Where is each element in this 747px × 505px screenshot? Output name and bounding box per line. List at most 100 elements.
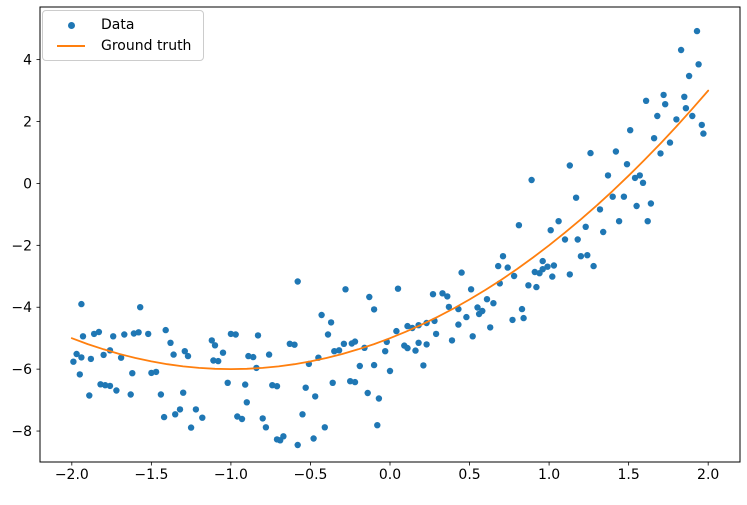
scatter-point (515, 222, 523, 229)
scatter-point (294, 441, 301, 449)
scatter-point (273, 383, 281, 390)
scatter-point (356, 362, 363, 370)
scatter-point (167, 339, 174, 346)
scatter-point (265, 351, 273, 358)
scatter-point (370, 306, 378, 313)
scatter-point (375, 395, 383, 402)
scatter-point (600, 228, 607, 236)
scatter-point (584, 252, 591, 259)
scatter-point (689, 112, 696, 120)
scatter-point (510, 272, 518, 280)
legend-label-ground-truth: Ground truth (101, 38, 192, 55)
scatter-point (79, 333, 87, 340)
legend-item-ground-truth: Ground truth (55, 38, 191, 54)
scatter-point (549, 273, 556, 280)
scatter-point (234, 413, 241, 420)
x-tick-label: −1.0 (214, 467, 248, 483)
scatter-point (102, 382, 109, 389)
scatter-point (78, 354, 85, 361)
scatter-point (509, 316, 516, 324)
x-tick-label: 1.0 (538, 467, 560, 483)
scatter-point (518, 305, 526, 313)
scatter-point (364, 389, 371, 397)
scatter-point (162, 326, 169, 334)
scatter-point (499, 253, 507, 260)
scatter-point (321, 424, 328, 431)
scatter-point (693, 27, 701, 35)
y-tick-label: 0 (23, 176, 32, 192)
scatter-point (243, 399, 250, 406)
legend-swatch (55, 21, 87, 29)
scatter-point (90, 330, 98, 338)
scatter-point (312, 393, 319, 400)
scatter-point (157, 391, 165, 398)
scatter-point (299, 411, 306, 418)
scatter-point (612, 148, 620, 155)
scatter-point (415, 339, 422, 346)
scatter-point (329, 379, 336, 386)
scatter-point (215, 357, 222, 365)
scatter-point (318, 311, 325, 319)
scatter-point (302, 384, 309, 391)
scatter-point (587, 149, 594, 157)
scatter-point (342, 286, 349, 293)
scatter-point (490, 300, 497, 307)
scatter-point (445, 303, 453, 311)
scatter-point (666, 139, 674, 146)
scatter-point (340, 340, 348, 347)
y-tick-label: −4 (11, 300, 32, 316)
scatter-point (604, 172, 612, 179)
scatter-point (404, 344, 411, 352)
scatter-point (596, 206, 604, 213)
scatter-point (455, 321, 462, 328)
scatter-point (458, 269, 465, 276)
scatter-point (483, 296, 491, 303)
scatter-point (533, 283, 540, 291)
scatter-point (394, 285, 402, 292)
scatter-point (370, 361, 378, 369)
scatter-point (467, 286, 475, 293)
scatter-point (520, 314, 527, 322)
scatter-point (698, 121, 705, 129)
scatter-marker-icon (67, 21, 75, 29)
scatter-point (547, 227, 554, 234)
scatter-point (110, 333, 117, 340)
scatter-point (660, 91, 667, 99)
scatter-point (469, 333, 476, 340)
scatter-point (262, 424, 270, 431)
scatter-point (474, 304, 481, 311)
scatter-point (87, 355, 95, 363)
scatter-point (145, 330, 152, 338)
scatter-point (639, 179, 647, 186)
scatter-point (113, 387, 120, 394)
y-tick-label: −6 (11, 362, 32, 378)
scatter-point (681, 93, 688, 101)
scatter-point (504, 264, 511, 271)
scatter-point (374, 422, 381, 429)
scatter-point (95, 328, 103, 336)
scatter-point (700, 130, 707, 137)
scatter-point (160, 413, 168, 421)
scatter-point (86, 392, 93, 399)
scatter-point (327, 319, 335, 326)
scatter-point (561, 236, 569, 243)
scatter-point (448, 337, 456, 344)
scatter-point (539, 257, 546, 265)
scatter-point (487, 324, 494, 331)
scatter-point (127, 391, 134, 398)
scatter-point (404, 322, 411, 330)
scatter-point (544, 263, 551, 270)
scatter-point (121, 331, 128, 338)
scatter-point (420, 362, 427, 369)
scatter-point (152, 368, 160, 376)
legend-label-data: Data (101, 17, 135, 33)
scatter-point (550, 262, 558, 269)
y-tick-label: 4 (23, 53, 32, 69)
scatter-point (423, 341, 430, 348)
x-tick-label: 2.0 (697, 467, 719, 483)
scatter-point (386, 367, 394, 375)
scatter-point (170, 351, 177, 358)
y-tick-label: −8 (11, 424, 32, 440)
scatter-point (412, 347, 419, 354)
